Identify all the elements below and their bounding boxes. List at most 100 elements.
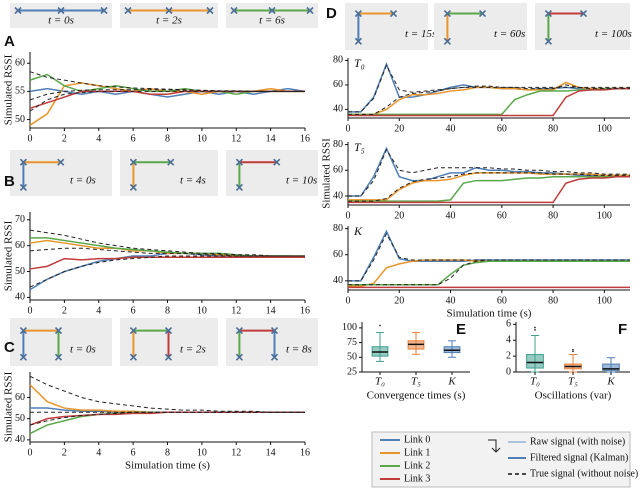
x-tick-label: 12 [231, 305, 241, 316]
joint-marker [270, 353, 279, 361]
y-tick-label: 50 [347, 352, 357, 363]
joint-marker [544, 9, 552, 18]
box [526, 354, 544, 369]
joint-marker [235, 327, 243, 335]
x-tick-label: 0 [28, 447, 33, 458]
joint-marker [206, 6, 214, 15]
x-tick-label: 16 [300, 447, 310, 458]
x-tick-label: 4 [96, 133, 101, 144]
joint-marker [19, 158, 27, 166]
joint-marker [579, 9, 588, 18]
y-tick-label: 80 [333, 55, 343, 66]
snapshot-box [226, 318, 318, 366]
outlier [534, 329, 536, 331]
outlier [572, 348, 574, 351]
box [602, 363, 620, 371]
x-tick-label: K [606, 376, 615, 388]
x-tick-label: 20 [394, 295, 404, 306]
x-tick-label: 0 [346, 123, 351, 134]
y-tick-label: 80 [333, 223, 343, 234]
subplot-label: K [353, 224, 363, 238]
joint-marker [164, 353, 173, 361]
snapshot-time: t = 2s [156, 15, 182, 27]
joint-marker [230, 6, 238, 15]
legend-label: Raw signal (with noise) [530, 436, 625, 447]
x-tick-label: 4 [96, 447, 101, 458]
y-tick-label: 40 [333, 275, 343, 286]
x-tick-label: 2 [62, 447, 67, 458]
y-tick-label: 80 [333, 139, 343, 150]
x-tick-label: T₀ [375, 376, 385, 388]
x-tick-label: 0 [28, 305, 33, 316]
snapshot-time: t = 0s [48, 15, 74, 27]
joint-marker [389, 9, 398, 18]
joint-marker [235, 158, 243, 166]
filtered-line [348, 175, 630, 202]
true-line [29, 90, 305, 112]
x-tick-label: T₅ [411, 376, 421, 388]
snapshot-box [10, 3, 112, 28]
x-tick-label: 2 [62, 133, 67, 144]
joint-marker [306, 6, 314, 15]
x-tick-label: 10 [197, 133, 207, 144]
legend-label: Link 0 [404, 434, 430, 445]
x-tick-label: 0 [28, 133, 33, 144]
joint-marker [14, 6, 22, 15]
snapshot-box [120, 150, 218, 196]
x-tick-label: 100 [597, 210, 612, 221]
x-tick-label: 0 [346, 210, 351, 221]
x-tick-label: 80 [548, 210, 558, 221]
true-line [348, 259, 630, 286]
snapshot-box [226, 3, 318, 28]
x-tick-label: 8 [165, 447, 170, 458]
x-tick-label: 60 [497, 210, 507, 221]
x-tick-label: 12 [231, 133, 241, 144]
x-tick-label: 40 [446, 295, 456, 306]
x-tick-label: 10 [197, 447, 207, 458]
legend-label: Link 2 [404, 460, 430, 471]
y-tick-label: 2 [506, 350, 511, 361]
x-tick-label: 4 [96, 305, 101, 316]
filtered-line [29, 239, 305, 257]
y-tick-label: 60 [15, 240, 25, 251]
filtered-line [348, 146, 630, 197]
x-axis-title: Simulation time (s) [447, 308, 532, 320]
joint-marker [165, 6, 173, 15]
y-axis-title: Simulated RSSI [3, 54, 15, 125]
joint-marker [129, 327, 137, 335]
x-tick-label: 12 [231, 447, 241, 458]
panel-label: F [618, 321, 627, 338]
joint-marker [19, 183, 27, 191]
x-tick-label: 40 [446, 210, 456, 221]
snapshot-box [10, 318, 112, 366]
joint-marker [129, 183, 137, 191]
snapshot-time: t = 15s [405, 28, 436, 40]
y-axis-title: Simulated RSSI [3, 371, 15, 442]
snapshot-box [120, 3, 218, 28]
snapshot-time: t = 0s [70, 175, 96, 187]
true-line [348, 84, 630, 115]
joint-marker [164, 327, 173, 335]
x-tick-label: 2 [62, 305, 67, 316]
x-tick-label: 100 [597, 123, 612, 134]
x-tick-label: 60 [497, 295, 507, 306]
joint-marker [235, 353, 243, 361]
panel-label: E [456, 321, 466, 338]
filtered-line [348, 175, 630, 204]
panel-label: C [4, 339, 15, 356]
joint-marker [129, 353, 137, 361]
x-tick-label: 8 [165, 133, 170, 144]
joint-marker [273, 158, 281, 166]
y-tick-label: 60 [333, 165, 343, 176]
outlier [379, 324, 381, 327]
joint-marker [54, 327, 63, 335]
snapshot-time: t = 0s [70, 344, 96, 356]
y-tick-label: 25 [347, 366, 357, 377]
joint-marker [268, 6, 276, 15]
outlier [572, 350, 574, 353]
joint-marker [54, 353, 63, 361]
y-axis-title: Simulated RSSI [321, 138, 333, 209]
true-line [29, 255, 305, 288]
panel-label: D [326, 5, 337, 22]
x-tick-label: K [447, 376, 456, 388]
